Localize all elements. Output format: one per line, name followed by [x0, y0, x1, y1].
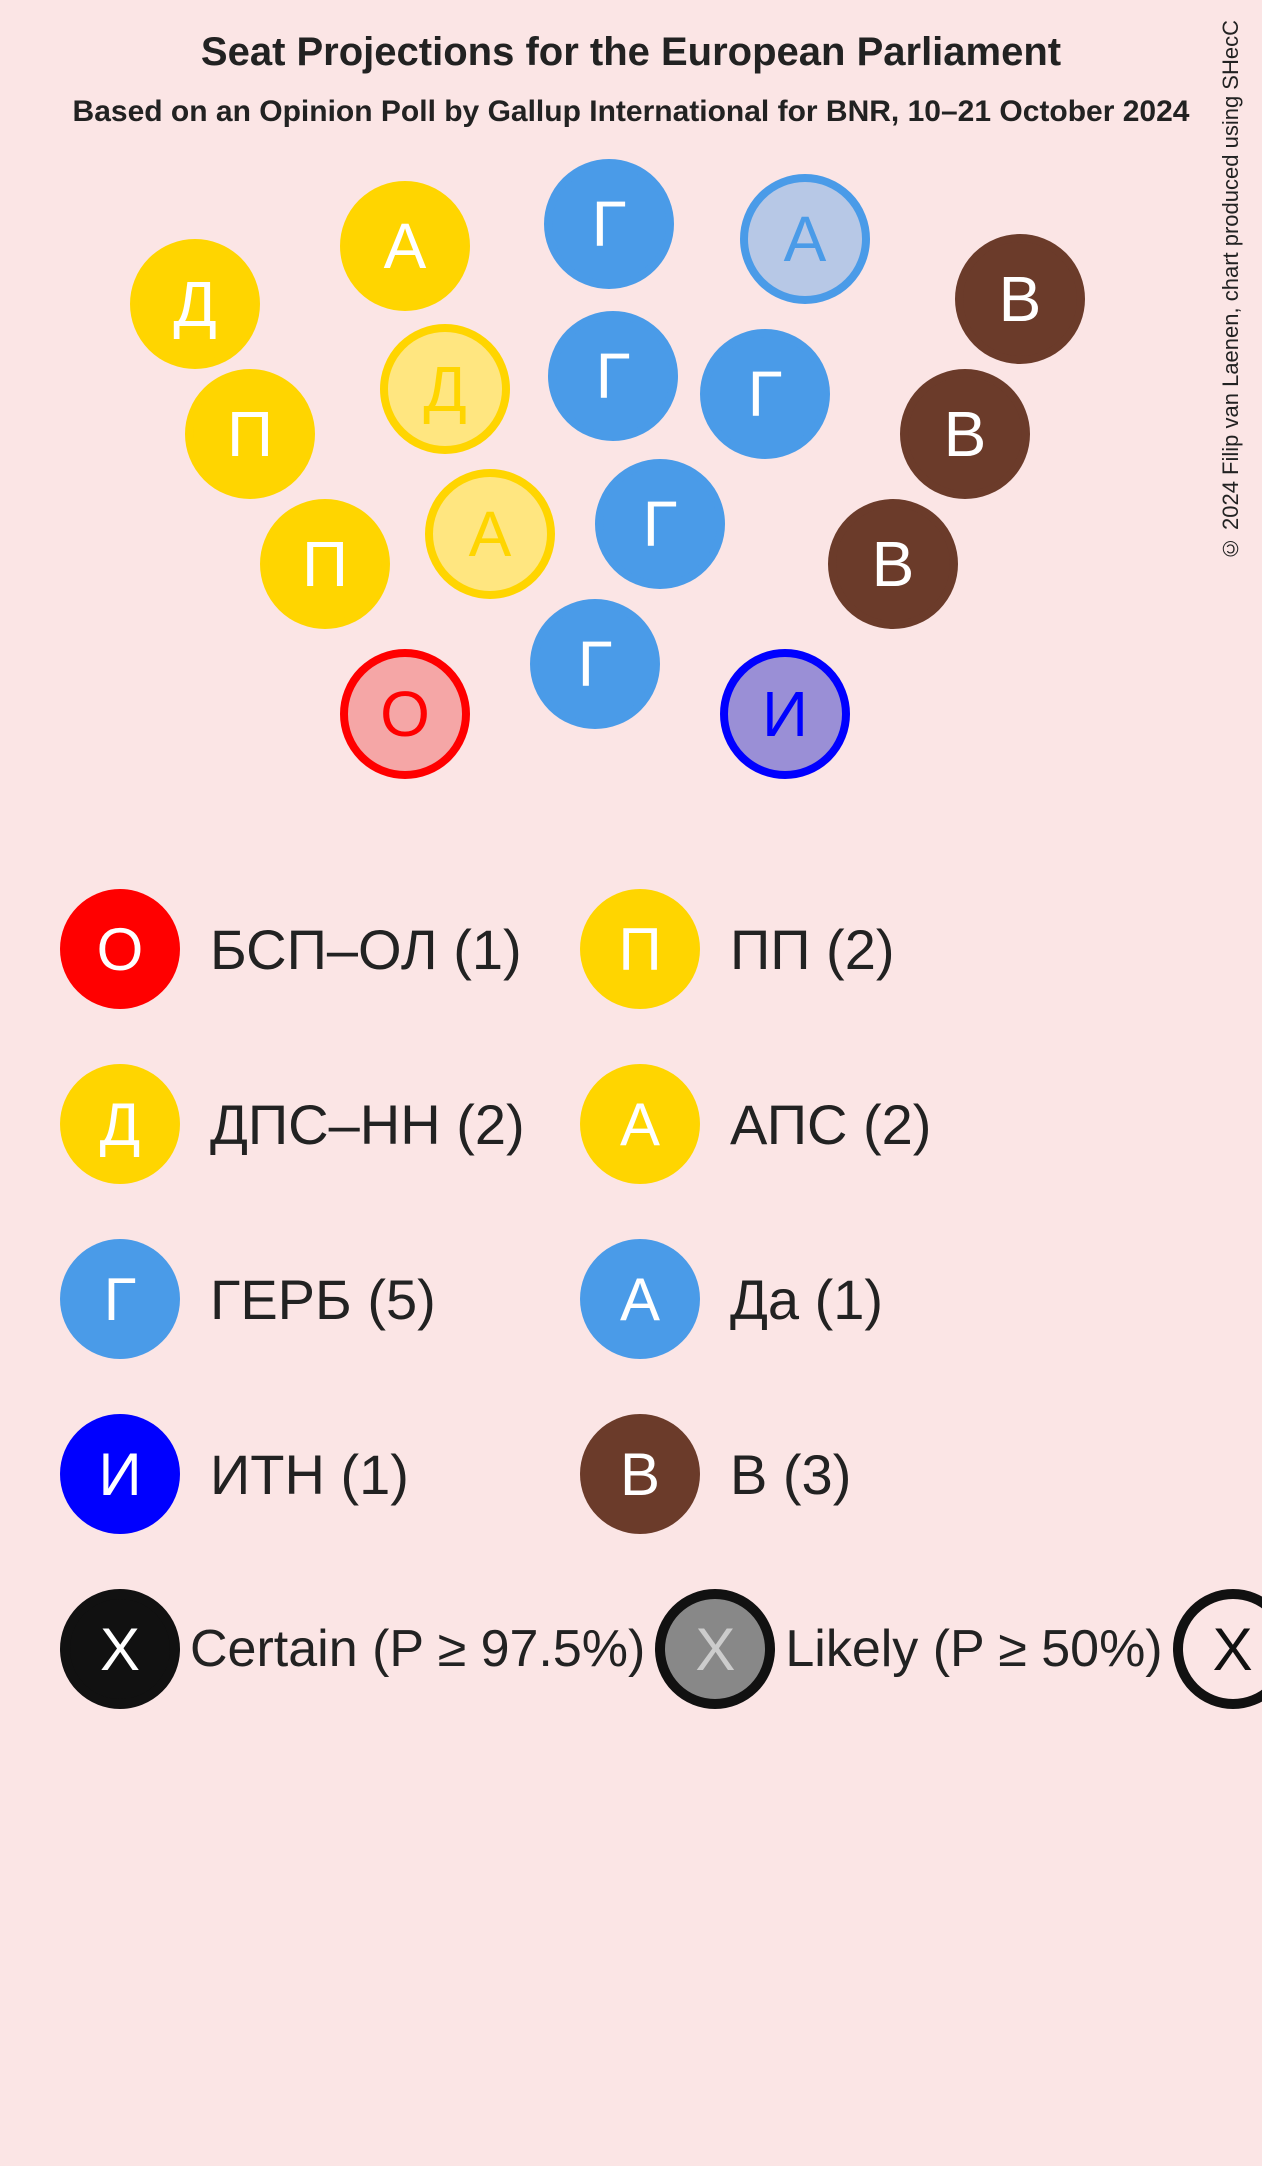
seat: И	[720, 649, 850, 779]
legend-item: Г ГЕРБ (5)	[60, 1239, 580, 1359]
probability-swatch: X	[60, 1589, 180, 1709]
legend-item: Д ДПС–НН (2)	[60, 1064, 580, 1184]
legend-label: Да (1)	[730, 1267, 883, 1332]
probability-item: XCertain (P ≥ 97.5%)	[60, 1589, 645, 1709]
probability-swatch: X	[655, 1589, 775, 1709]
legend-row: Г ГЕРБ (5) А Да (1)	[60, 1239, 1262, 1359]
legend-swatch: П	[580, 889, 700, 1009]
seat: Г	[700, 329, 830, 459]
legend-item: А АПС (2)	[580, 1064, 1100, 1184]
seat: А	[740, 174, 870, 304]
legend-swatch: А	[580, 1239, 700, 1359]
hemicycle-chart: АГАДВДГГПВАГПВГОИ	[0, 159, 1262, 859]
probability-swatch: X	[1173, 1589, 1262, 1709]
legend-label: ПП (2)	[730, 917, 895, 982]
legend-item: А Да (1)	[580, 1239, 1100, 1359]
legend-swatch: Д	[60, 1064, 180, 1184]
legend-item: О БСП–ОЛ (1)	[60, 889, 580, 1009]
probability-legend: XCertain (P ≥ 97.5%)XLikely (P ≥ 50%)XUn…	[0, 1589, 1262, 1709]
legend-row: О БСП–ОЛ (1) П ПП (2)	[60, 889, 1262, 1009]
chart-title: Seat Projections for the European Parlia…	[0, 0, 1262, 75]
seat: А	[340, 181, 470, 311]
seat: О	[340, 649, 470, 779]
legend-label: В (3)	[730, 1442, 851, 1507]
seat: Г	[530, 599, 660, 729]
seat: П	[260, 499, 390, 629]
seat: Г	[548, 311, 678, 441]
legend-label: АПС (2)	[730, 1092, 931, 1157]
legend-label: БСП–ОЛ (1)	[210, 917, 522, 982]
party-legend: О БСП–ОЛ (1) П ПП (2) Д ДПС–НН (2) А АПС (2) Г ГЕ…	[0, 889, 1262, 1534]
seat: П	[185, 369, 315, 499]
legend-swatch: В	[580, 1414, 700, 1534]
legend-item: П ПП (2)	[580, 889, 1100, 1009]
chart-subtitle: Based on an Opinion Poll by Gallup Inter…	[0, 95, 1262, 129]
probability-item: XUnlikely	[1173, 1589, 1262, 1709]
seat: Г	[544, 159, 674, 289]
seat: Д	[380, 324, 510, 454]
seat: В	[955, 234, 1085, 364]
legend-swatch: А	[580, 1064, 700, 1184]
legend-swatch: И	[60, 1414, 180, 1534]
seat: В	[900, 369, 1030, 499]
probability-label: Likely (P ≥ 50%)	[785, 1619, 1162, 1679]
legend-swatch: Г	[60, 1239, 180, 1359]
legend-item: И ИТН (1)	[60, 1414, 580, 1534]
legend-label: ГЕРБ (5)	[210, 1267, 436, 1332]
legend-row: Д ДПС–НН (2) А АПС (2)	[60, 1064, 1262, 1184]
probability-label: Certain (P ≥ 97.5%)	[190, 1619, 645, 1679]
seat: А	[425, 469, 555, 599]
probability-item: XLikely (P ≥ 50%)	[655, 1589, 1162, 1709]
legend-row: И ИТН (1) В В (3)	[60, 1414, 1262, 1534]
legend-swatch: О	[60, 889, 180, 1009]
legend-item: В В (3)	[580, 1414, 1100, 1534]
seat: Г	[595, 459, 725, 589]
seat: Д	[130, 239, 260, 369]
seat: В	[828, 499, 958, 629]
legend-label: ИТН (1)	[210, 1442, 409, 1507]
legend-label: ДПС–НН (2)	[210, 1092, 525, 1157]
